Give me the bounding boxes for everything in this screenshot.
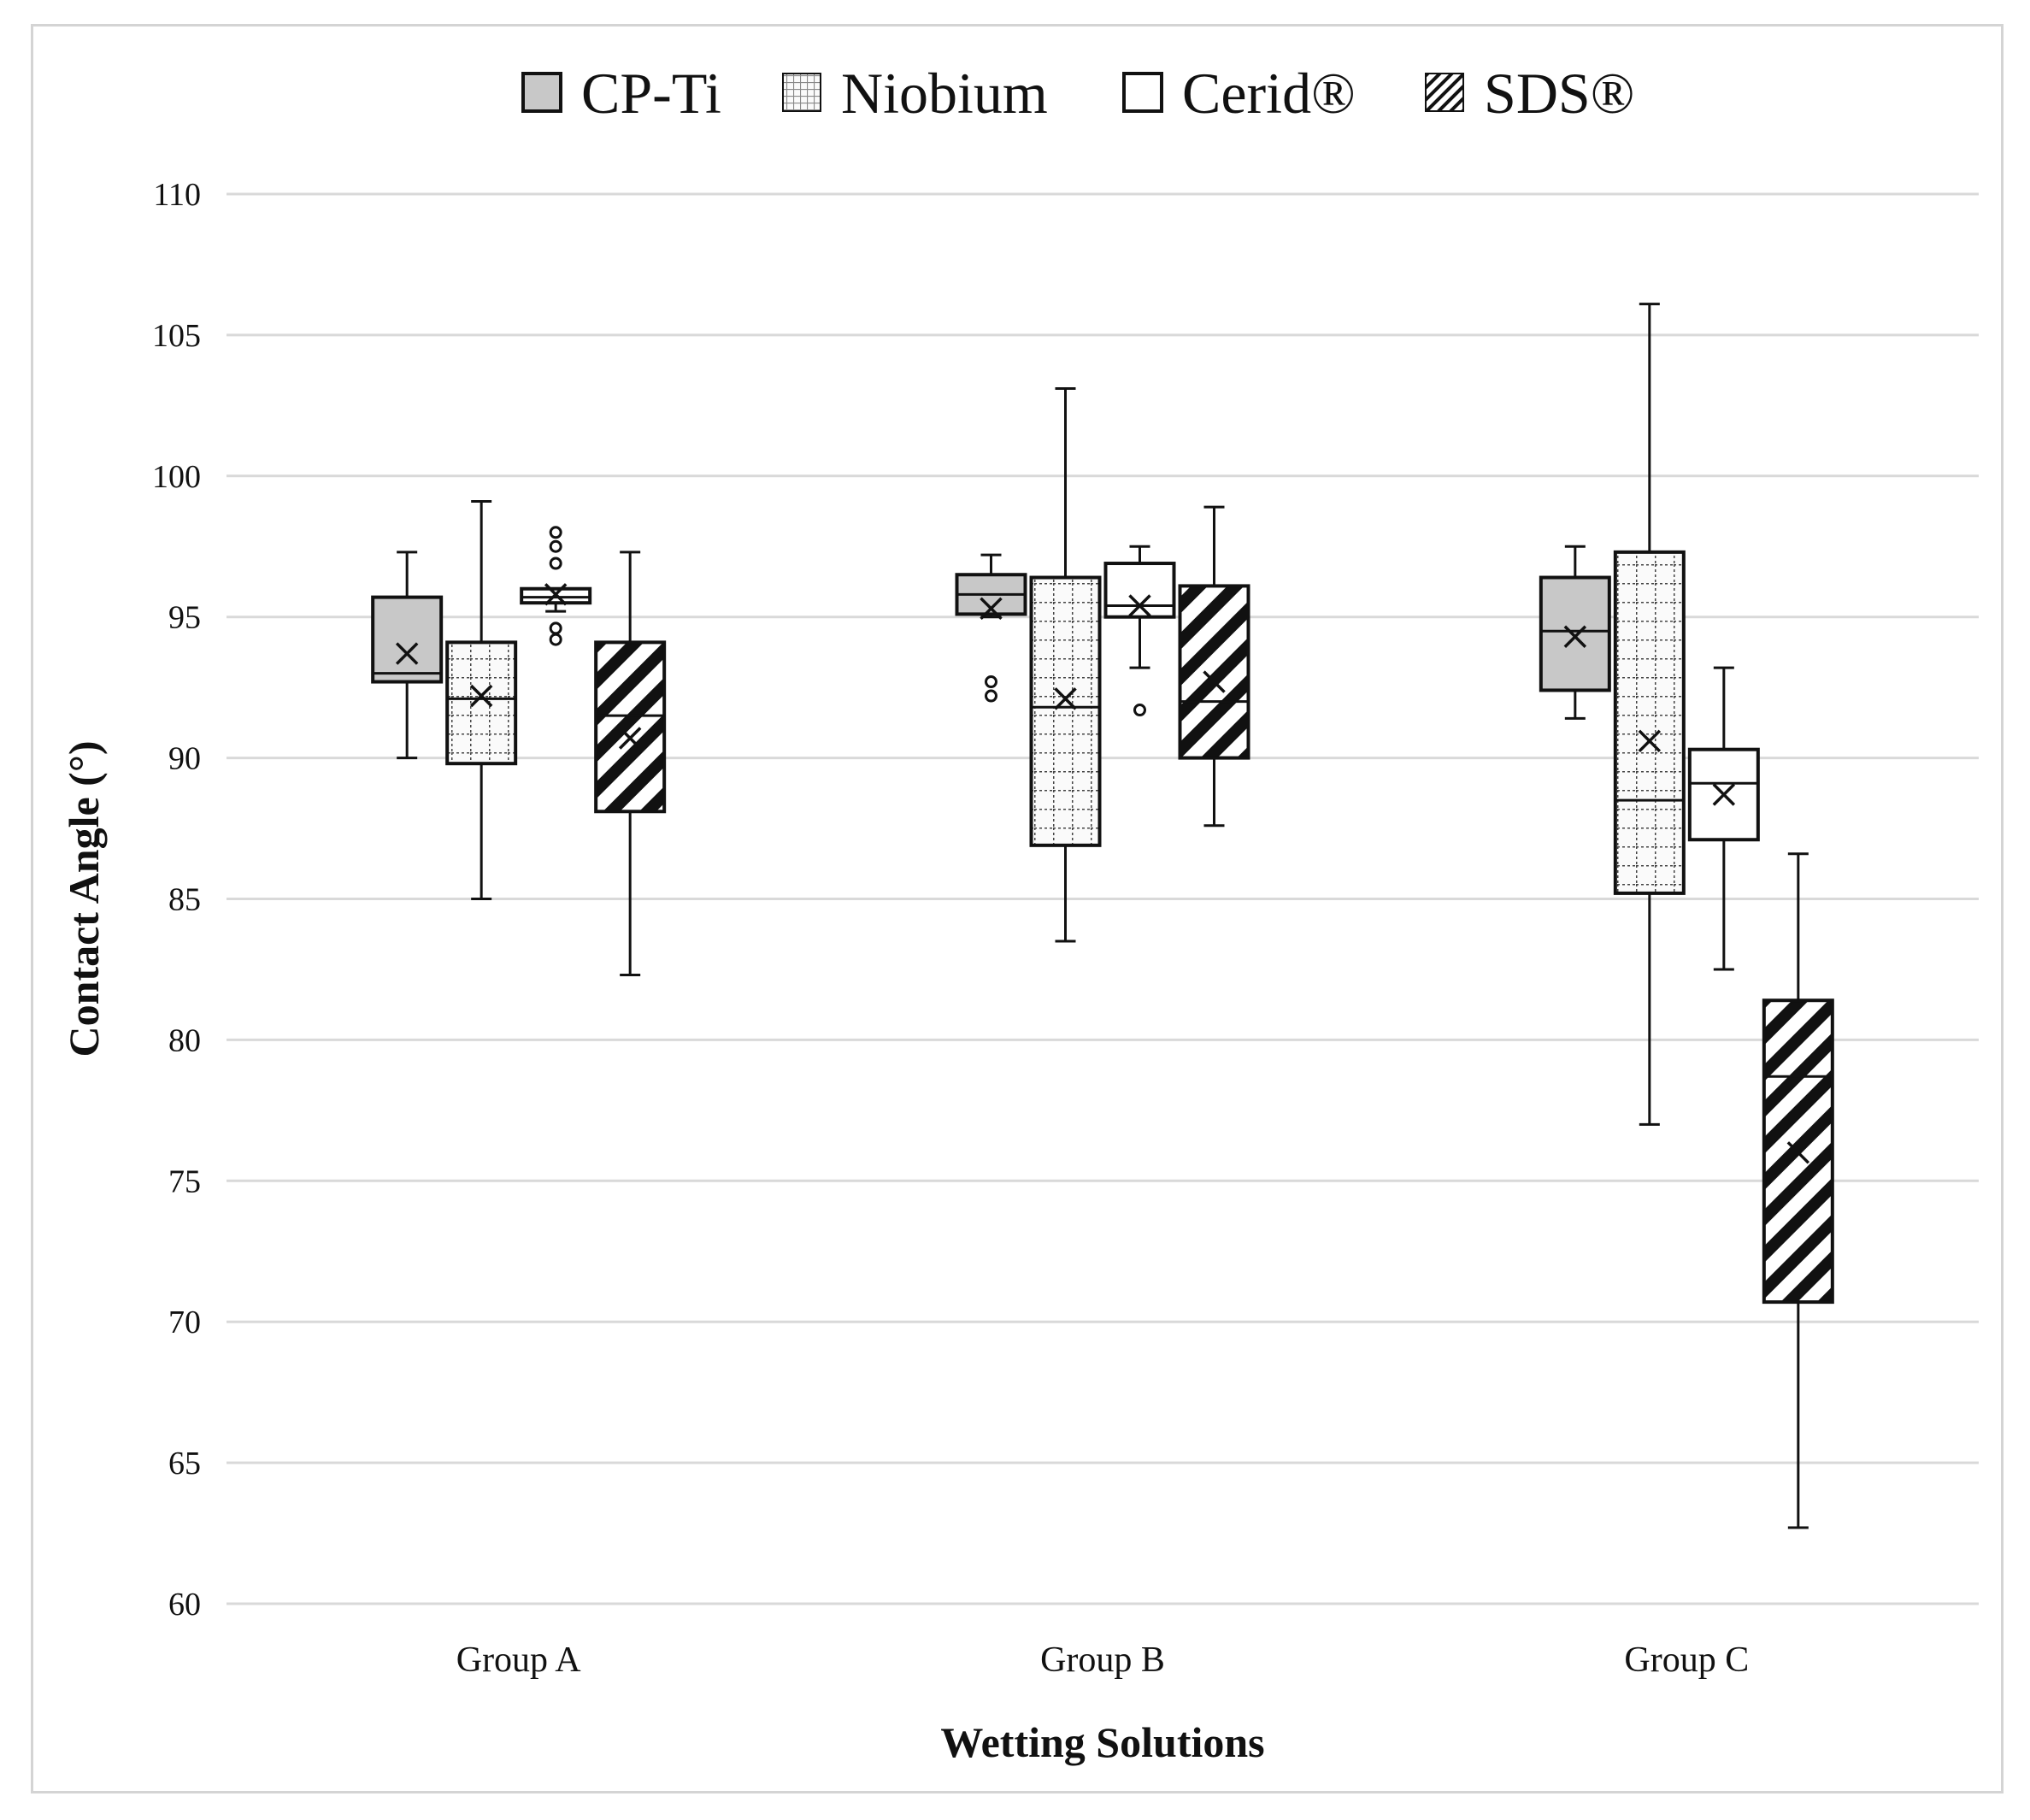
outlier-point-0	[549, 633, 562, 646]
outlier-point-4	[549, 526, 562, 539]
box-iqr	[1178, 584, 1250, 760]
box-cpti-group-c	[1539, 545, 1611, 720]
y-tick-label-85: 85	[168, 882, 201, 918]
x-axis-ticks: Group A Group B Group C	[456, 1640, 1750, 1680]
mean-marker	[469, 684, 493, 708]
mean-marker	[618, 727, 642, 750]
legend-swatch	[782, 73, 821, 112]
box-niobium-group-c	[1613, 303, 1686, 1126]
mean-marker	[1054, 687, 1077, 710]
mean-marker	[1786, 1141, 1810, 1164]
mean-marker	[544, 583, 568, 606]
mean-marker	[1563, 625, 1587, 649]
box-series	[371, 303, 1834, 1529]
y-tick-label-100: 100	[152, 459, 201, 495]
gridlines	[227, 192, 1979, 1605]
y-tick-label-110: 110	[153, 177, 201, 213]
x-tick-label-group-b: Group B	[1040, 1640, 1165, 1680]
box-niobium-group-b	[1029, 387, 1102, 943]
y-tick-label-60: 60	[168, 1587, 201, 1623]
box-iqr	[445, 640, 518, 766]
box-cpti-group-a	[371, 551, 444, 760]
box-iqr	[1029, 575, 1102, 847]
legend-item-sds: SDS®	[1425, 61, 1634, 126]
mean-marker	[980, 597, 1003, 621]
x-tick-label-group-a: Group A	[456, 1640, 582, 1680]
mean-marker	[1203, 670, 1226, 693]
legend-item-cerid: Cerid®	[1122, 61, 1356, 126]
box-iqr	[1762, 998, 1834, 1305]
box-cerid-group-b	[1103, 545, 1176, 717]
legend: CP-Ti Niobium Cerid® SDS®	[521, 61, 1634, 126]
box-cerid-group-a	[520, 526, 592, 646]
x-axis-title: Wetting Solutions	[940, 1718, 1264, 1766]
box-iqr	[1613, 550, 1686, 895]
mean-marker	[1128, 594, 1151, 617]
y-tick-label-75: 75	[168, 1163, 201, 1199]
outlier-point-1	[985, 675, 997, 689]
box-sds-group-b	[1178, 505, 1250, 828]
outlier-point-0	[1133, 704, 1146, 717]
legend-item-cpti: CP-Ti	[521, 61, 721, 126]
mean-marker	[1638, 729, 1662, 753]
outlier-point-1	[549, 621, 562, 635]
y-tick-label-80: 80	[168, 1022, 201, 1058]
box-sds-group-a	[594, 551, 667, 977]
y-tick-label-105: 105	[152, 318, 201, 354]
mean-marker	[395, 642, 419, 665]
chart-frame	[31, 24, 2004, 1793]
y-axis-ticks: 60 65 70 75 80 85 90 95 100 105 110	[152, 177, 201, 1623]
y-tick-label-90: 90	[168, 741, 201, 777]
legend-label: Cerid®	[1182, 61, 1356, 126]
y-axis-title: Contact Angle (°)	[60, 741, 108, 1057]
y-tick-label-95: 95	[168, 600, 201, 636]
legend-label: Niobium	[841, 61, 1048, 126]
legend-label: SDS®	[1484, 61, 1634, 126]
box-iqr	[371, 595, 444, 684]
legend-swatch	[521, 72, 562, 113]
box-iqr	[594, 640, 667, 814]
legend-item-niobium: Niobium	[782, 61, 1048, 126]
box-niobium-group-a	[445, 499, 518, 900]
outlier-point-3	[549, 539, 562, 553]
box-sds-group-c	[1762, 852, 1834, 1529]
outlier-point-0	[985, 689, 997, 703]
box-iqr	[1539, 575, 1611, 692]
box-cerid-group-c	[1687, 666, 1760, 971]
box-iqr	[1103, 562, 1176, 619]
outlier-point-2	[549, 557, 562, 570]
mean-marker	[1712, 783, 1736, 806]
box-cpti-group-b	[955, 553, 1027, 703]
legend-swatch	[1122, 72, 1163, 113]
legend-label: CP-Ti	[581, 61, 721, 126]
x-tick-label-group-c: Group C	[1624, 1640, 1749, 1680]
legend-swatch	[1425, 73, 1464, 112]
y-tick-label-70: 70	[168, 1305, 201, 1340]
y-tick-label-65: 65	[168, 1446, 201, 1481]
